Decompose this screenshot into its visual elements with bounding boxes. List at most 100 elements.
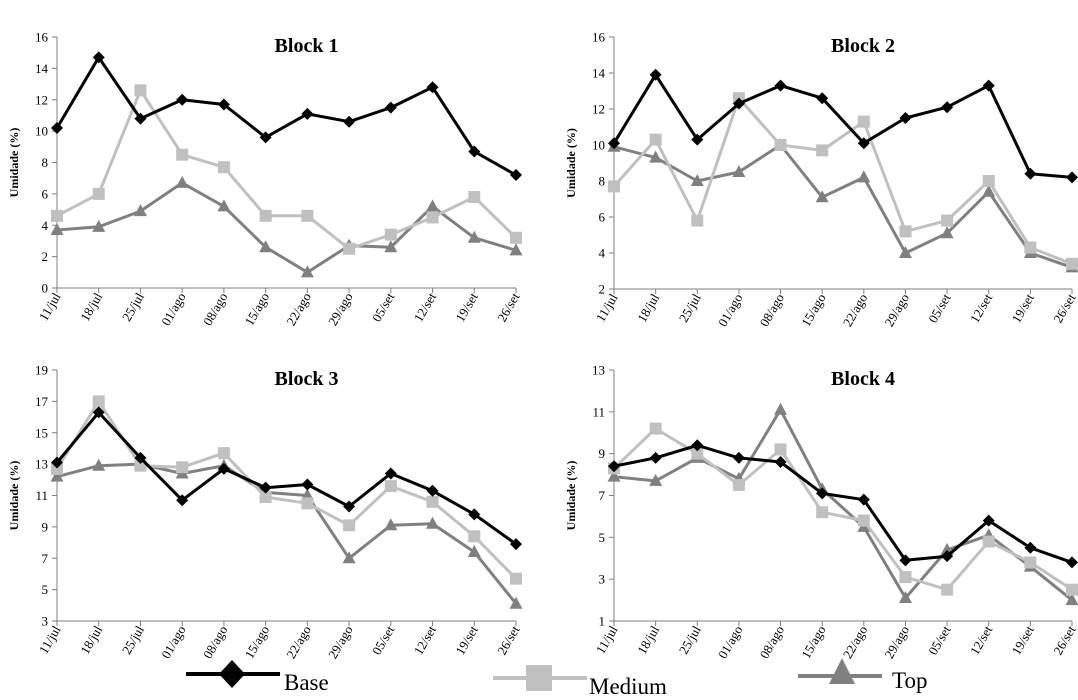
data-point-medium (427, 211, 439, 223)
x-tick-label: 11/jul (36, 290, 64, 324)
data-point-medium (941, 584, 953, 596)
y-tick-label: 12 (592, 102, 605, 117)
y-tick-label: 8 (42, 155, 49, 170)
data-point-base (775, 80, 787, 92)
y-tick-label: 16 (35, 30, 49, 45)
data-point-medium (176, 149, 188, 161)
y-tick-label: 9 (599, 446, 606, 461)
x-tick-label: 01/ago (715, 291, 746, 329)
data-point-medium (816, 144, 828, 156)
y-tick-label: 5 (599, 530, 606, 545)
series-line-medium (57, 401, 516, 578)
data-point-top (732, 165, 745, 177)
data-point-medium (899, 571, 911, 583)
data-point-base (510, 169, 522, 181)
x-tick-label: 25/jul (119, 623, 147, 657)
data-point-base (176, 94, 188, 106)
x-tick-label: 26/set (494, 623, 523, 658)
series-top (608, 403, 1078, 605)
data-point-medium (858, 116, 870, 128)
legend-label-medium: Medium (589, 674, 667, 700)
y-tick-label: 0 (42, 281, 49, 296)
y-tick-label: 6 (599, 210, 606, 225)
series-line-base (57, 57, 516, 175)
data-point-medium (385, 480, 397, 492)
y-tick-label: 11 (35, 488, 48, 503)
x-tick-label: 25/jul (676, 291, 704, 325)
data-point-top (301, 265, 314, 277)
y-axis-label: Umidade (%) (7, 128, 21, 198)
y-tick-label: 14 (592, 66, 606, 81)
y-tick-label: 10 (592, 138, 605, 153)
series-medium (51, 395, 522, 584)
data-point-medium (343, 243, 355, 255)
y-axis-label: Umidade (%) (564, 461, 578, 531)
legend-swatch-medium (493, 656, 587, 692)
data-point-top (134, 204, 147, 216)
y-axis-label: Umidade (%) (7, 461, 21, 531)
x-tick-label: 05/set (369, 290, 398, 325)
series-line-medium (614, 98, 1072, 264)
data-point-medium (983, 536, 995, 548)
x-tick-label: 08/ago (756, 291, 787, 329)
data-point-medium (858, 515, 870, 527)
y-tick-label: 12 (35, 92, 48, 107)
data-point-medium (510, 573, 522, 585)
x-tick-label: 25/jul (676, 623, 704, 657)
x-tick-label: 22/ago (283, 290, 314, 328)
data-point-base (1066, 171, 1078, 183)
data-point-medium (733, 479, 745, 491)
x-tick-label: 11/jul (593, 291, 621, 325)
y-tick-label: 16 (592, 30, 606, 45)
x-tick-label: 15/ago (798, 291, 829, 329)
x-tick-label: 12/set (967, 291, 996, 326)
y-tick-label: 14 (35, 61, 49, 76)
x-tick-label: 19/set (452, 290, 481, 325)
data-point-top (426, 199, 439, 211)
data-point-top (857, 170, 870, 182)
x-tick-label: 19/set (1008, 291, 1037, 326)
x-tick-label: 15/ago (242, 290, 273, 328)
data-point-base (941, 101, 953, 113)
y-tick-label: 1 (599, 614, 606, 629)
legend-label-top: Top (892, 668, 927, 694)
x-tick-label: 25/jul (119, 290, 147, 324)
data-point-medium (218, 447, 230, 459)
x-tick-label: 05/set (369, 623, 398, 658)
x-tick-label: 11/jul (36, 623, 64, 657)
data-point-medium (427, 496, 439, 508)
y-tick-label: 13 (592, 363, 605, 378)
data-point-base (301, 108, 313, 120)
series-base (608, 69, 1078, 184)
data-point-medium (650, 423, 662, 435)
chart-title: Block 1 (275, 35, 339, 57)
series-line-top (614, 410, 1072, 600)
series-base (51, 406, 522, 550)
y-tick-label: 15 (35, 425, 48, 440)
y-tick-label: 11 (592, 404, 605, 419)
y-tick-label: 7 (599, 488, 606, 503)
data-point-medium (899, 225, 911, 237)
data-point-medium (1024, 242, 1036, 254)
data-point-medium (816, 506, 828, 518)
series-line-base (614, 75, 1072, 178)
x-tick-label: 05/set (925, 623, 954, 658)
data-point-medium (385, 229, 397, 241)
series-top (51, 176, 523, 277)
data-point-medium (691, 215, 703, 227)
data-point-medium (983, 175, 995, 187)
chart-title: Block 4 (831, 368, 895, 390)
legend-swatch-base (186, 656, 280, 692)
data-point-top (468, 545, 481, 557)
x-tick-label: 05/set (925, 291, 954, 326)
data-point-top (774, 403, 787, 415)
y-tick-label: 7 (42, 551, 49, 566)
x-tick-label: 18/jul (77, 290, 105, 324)
data-point-base (427, 485, 439, 497)
x-tick-label: 26/set (494, 290, 523, 325)
y-tick-label: 2 (42, 249, 49, 264)
data-point-medium (134, 84, 146, 96)
